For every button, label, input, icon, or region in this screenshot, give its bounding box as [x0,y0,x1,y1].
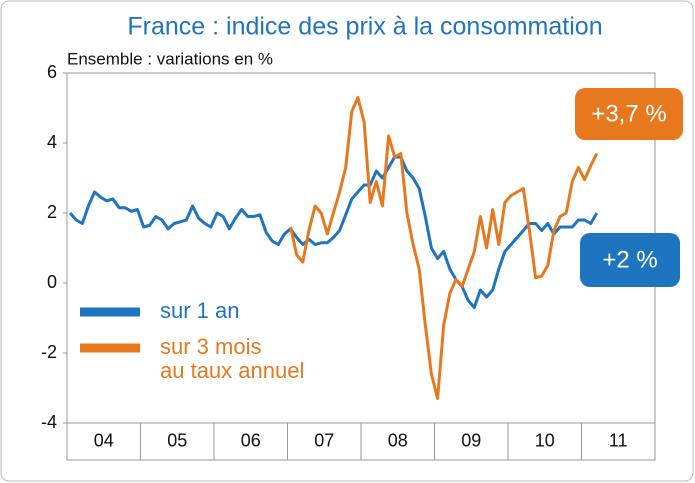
chart-title: France : indice des prix à la consommati… [127,13,602,41]
y-tick-label: -2 [41,342,57,362]
x-tick-label: 10 [535,430,555,450]
x-tick-label: 05 [167,430,187,450]
legend-label: sur 1 an [160,298,240,323]
series-line [289,96,599,400]
x-tick-label: 11 [609,430,628,450]
y-tick-label: 6 [47,62,57,82]
x-tick-label: 06 [241,430,261,450]
legend-label: sur 3 mois au taux annuel [160,334,305,383]
x-tick-label: 08 [388,430,408,450]
y-tick-label: 2 [47,202,57,222]
annotation: +3,7 % [591,100,666,127]
chart-subtitle: Ensemble : variations en % [67,49,273,68]
annotation-box [580,233,680,287]
y-tick-label: -4 [41,412,57,432]
x-tick-label: 09 [461,430,481,450]
x-tick-label: 04 [94,430,114,450]
x-tick-label: 07 [314,430,334,450]
y-tick-label: 4 [47,132,57,152]
annotation: +2 % [602,246,657,273]
annotation-box [575,88,683,140]
y-tick-label: 0 [47,272,57,292]
series-line [68,155,599,309]
